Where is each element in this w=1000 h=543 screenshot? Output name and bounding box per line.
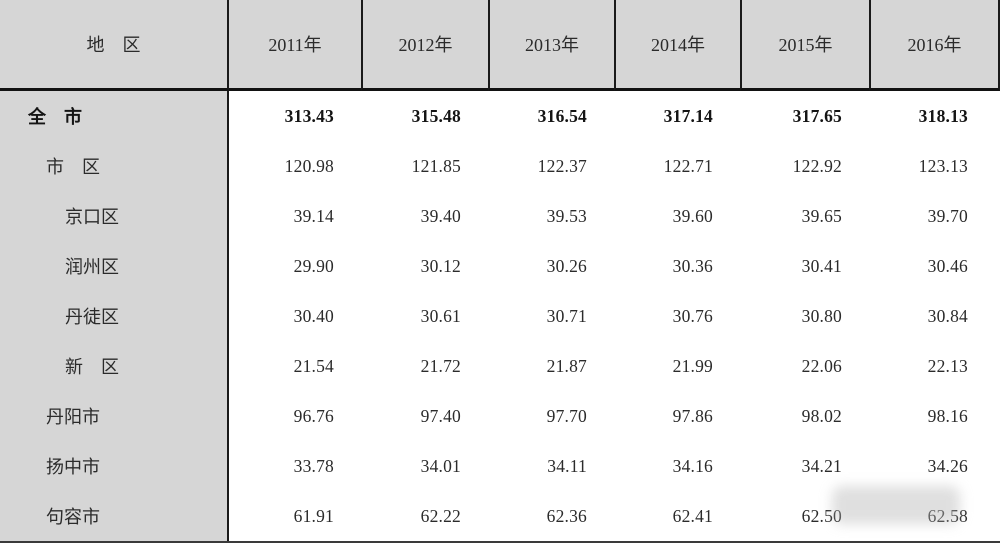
value-cell: 315.48 xyxy=(361,91,488,141)
value-cell: 61.91 xyxy=(229,491,361,541)
value-cell: 21.72 xyxy=(361,341,488,391)
value-cell: 97.86 xyxy=(614,391,740,441)
value-cell: 123.13 xyxy=(869,141,1000,191)
value-cell: 313.43 xyxy=(229,91,361,141)
value-cell: 39.40 xyxy=(361,191,488,241)
value-cell: 62.50 xyxy=(740,491,869,541)
value-cell: 30.41 xyxy=(740,241,869,291)
row-label-8: 句容市 xyxy=(0,491,229,541)
value-cell: 39.53 xyxy=(488,191,614,241)
value-cell: 30.61 xyxy=(361,291,488,341)
value-cell: 34.21 xyxy=(740,441,869,491)
value-cell: 29.90 xyxy=(229,241,361,291)
value-cell: 30.26 xyxy=(488,241,614,291)
value-cell: 30.12 xyxy=(361,241,488,291)
value-cell: 30.71 xyxy=(488,291,614,341)
value-cell: 97.40 xyxy=(361,391,488,441)
row-label-2: 京口区 xyxy=(0,191,229,241)
value-cell: 121.85 xyxy=(361,141,488,191)
row-label-7: 扬中市 xyxy=(0,441,229,491)
year-column-header-2012: 2012年 xyxy=(361,0,488,91)
value-cell: 34.26 xyxy=(869,441,1000,491)
value-cell: 34.16 xyxy=(614,441,740,491)
value-cell: 21.87 xyxy=(488,341,614,391)
value-cell: 318.13 xyxy=(869,91,1000,141)
value-cell: 30.80 xyxy=(740,291,869,341)
value-cell: 34.01 xyxy=(361,441,488,491)
value-cell: 122.92 xyxy=(740,141,869,191)
value-cell: 98.16 xyxy=(869,391,1000,441)
value-cell: 34.11 xyxy=(488,441,614,491)
value-cell: 317.65 xyxy=(740,91,869,141)
row-label-4: 丹徒区 xyxy=(0,291,229,341)
row-label-0: 全 市 xyxy=(0,91,229,141)
year-column-header-2011: 2011年 xyxy=(229,0,361,91)
value-cell: 62.41 xyxy=(614,491,740,541)
value-cell: 98.02 xyxy=(740,391,869,441)
year-column-header-2014: 2014年 xyxy=(614,0,740,91)
value-cell: 122.37 xyxy=(488,141,614,191)
year-column-header-2015: 2015年 xyxy=(740,0,869,91)
row-label-6: 丹阳市 xyxy=(0,391,229,441)
row-label-3: 润州区 xyxy=(0,241,229,291)
value-cell: 22.06 xyxy=(740,341,869,391)
value-cell: 62.36 xyxy=(488,491,614,541)
value-cell: 317.14 xyxy=(614,91,740,141)
value-cell: 30.84 xyxy=(869,291,1000,341)
value-cell: 39.60 xyxy=(614,191,740,241)
value-cell: 30.36 xyxy=(614,241,740,291)
region-column-header: 地 区 xyxy=(0,0,229,91)
value-cell: 122.71 xyxy=(614,141,740,191)
value-cell: 120.98 xyxy=(229,141,361,191)
value-cell: 316.54 xyxy=(488,91,614,141)
value-cell: 30.40 xyxy=(229,291,361,341)
value-cell: 30.76 xyxy=(614,291,740,341)
row-label-1: 市 区 xyxy=(0,141,229,191)
year-column-header-2013: 2013年 xyxy=(488,0,614,91)
value-cell: 39.65 xyxy=(740,191,869,241)
value-cell: 39.14 xyxy=(229,191,361,241)
year-column-header-2016: 2016年 xyxy=(869,0,1000,91)
row-label-5: 新 区 xyxy=(0,341,229,391)
value-cell: 96.76 xyxy=(229,391,361,441)
value-cell: 33.78 xyxy=(229,441,361,491)
value-cell: 21.54 xyxy=(229,341,361,391)
value-cell: 62.58 xyxy=(869,491,1000,541)
value-cell: 39.70 xyxy=(869,191,1000,241)
value-cell: 22.13 xyxy=(869,341,1000,391)
value-cell: 21.99 xyxy=(614,341,740,391)
value-cell: 97.70 xyxy=(488,391,614,441)
value-cell: 62.22 xyxy=(361,491,488,541)
value-cell: 30.46 xyxy=(869,241,1000,291)
